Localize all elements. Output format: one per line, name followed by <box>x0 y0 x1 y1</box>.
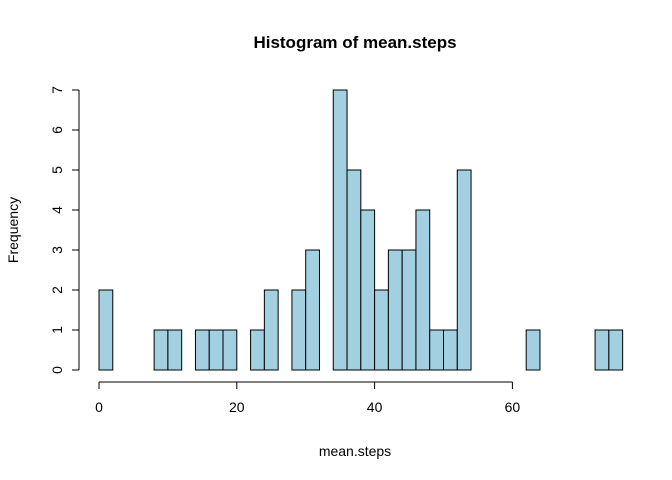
y-tick-label: 3 <box>49 246 65 254</box>
histogram-bar <box>194 329 210 371</box>
histogram-bar <box>374 289 389 371</box>
y-tick-label: 7 <box>49 86 65 94</box>
y-axis: 0 1 2 3 4 5 6 7 <box>49 86 80 374</box>
histogram-bar <box>594 329 610 371</box>
x-tick-label: 20 <box>229 399 245 415</box>
histogram-bar <box>167 329 183 371</box>
histogram-bar <box>429 329 445 371</box>
y-tick-label: 6 <box>49 126 65 134</box>
histogram-bar <box>332 89 348 371</box>
histogram-bar <box>346 169 362 371</box>
x-tick-label: 60 <box>505 399 521 415</box>
y-tick-label: 5 <box>49 166 65 174</box>
histogram-bar <box>263 289 279 371</box>
histogram-bar <box>98 289 114 371</box>
histogram-bar <box>222 329 238 371</box>
x-axis-label: mean.steps <box>319 443 391 459</box>
histogram-bar <box>415 209 431 371</box>
y-tick-label: 0 <box>49 366 65 374</box>
histogram-bar <box>250 329 265 371</box>
histogram-bar <box>360 209 376 371</box>
histogram-bar <box>208 329 224 371</box>
histogram-bar <box>456 169 472 371</box>
histogram-bar <box>387 249 403 371</box>
histogram-bar <box>401 249 417 371</box>
histogram-bar <box>525 329 541 371</box>
x-tick-label: 40 <box>367 399 383 415</box>
y-tick-label: 4 <box>49 206 65 214</box>
x-axis: 0 20 40 60 <box>95 381 521 415</box>
x-tick-label: 0 <box>95 399 103 415</box>
y-axis-label: Frequency <box>5 197 21 263</box>
histogram-bar <box>443 329 458 371</box>
y-tick-label: 1 <box>49 326 65 334</box>
y-tick-label: 2 <box>49 286 65 294</box>
histogram-bar <box>305 249 320 371</box>
histogram-bar <box>291 289 307 371</box>
bars-group <box>98 89 624 371</box>
chart-title: Histogram of mean.steps <box>253 33 456 52</box>
histogram-bar <box>153 329 169 371</box>
histogram-bar <box>608 329 624 371</box>
